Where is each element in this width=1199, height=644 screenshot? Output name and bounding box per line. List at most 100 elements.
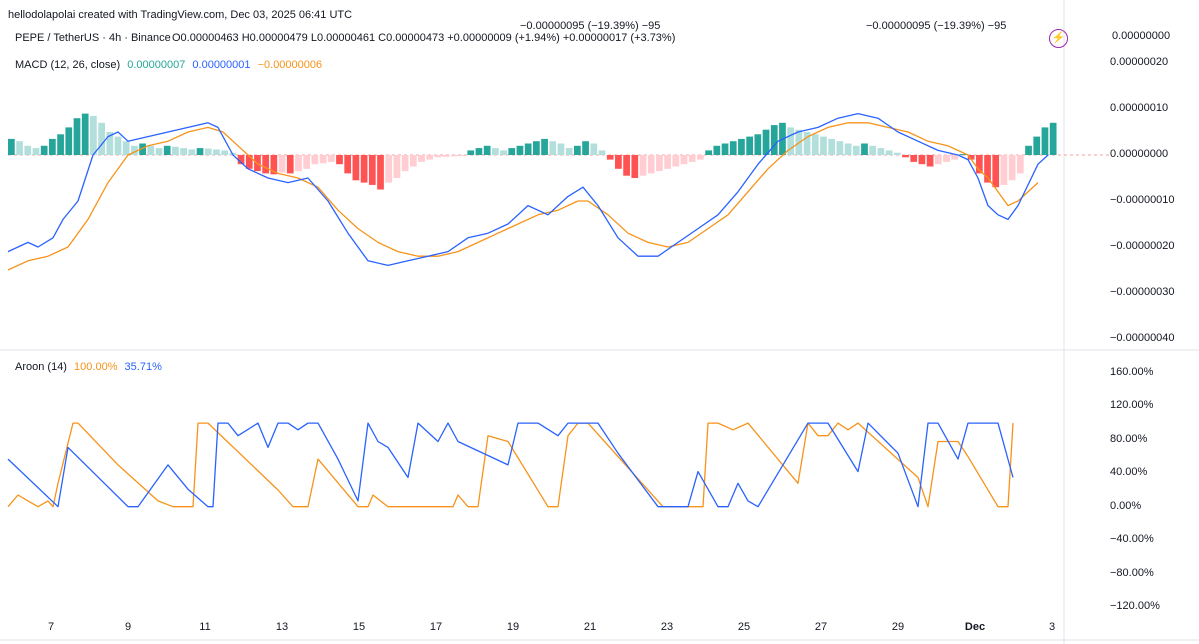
histogram-bar (934, 155, 942, 165)
histogram-bar (155, 148, 163, 155)
histogram-bar (713, 145, 721, 155)
macd-legend[interactable]: MACD (12, 26, close) 0.00000007 0.000000… (15, 59, 322, 72)
histogram-bar (188, 149, 196, 155)
histogram-bar (327, 155, 335, 162)
aroon-legend[interactable]: Aroon (14) 100.00% 35.71% (15, 361, 162, 374)
histogram-bar (1008, 155, 1016, 181)
histogram-bar (984, 155, 991, 183)
histogram-bar (237, 155, 245, 165)
histogram-bar (172, 146, 179, 155)
histogram-bar (483, 145, 491, 155)
macd-legend-label: MACD (12, 26, close) (15, 59, 121, 71)
histogram-bar (459, 155, 466, 156)
histogram-bar (311, 155, 319, 165)
histogram-bar (820, 136, 827, 155)
date-tick: 29 (891, 621, 905, 633)
aroon-axis-tick: −80.00% (1110, 566, 1154, 579)
histogram-bar (336, 155, 343, 165)
histogram-bar (180, 148, 187, 155)
histogram-bar (639, 155, 647, 176)
histogram-bar (565, 148, 573, 155)
histogram-bar (114, 136, 122, 155)
histogram-bar (762, 129, 770, 155)
symbol-title[interactable]: PEPE / TetherUS · 4h · Binance (15, 32, 171, 44)
aroon-down-value: 35.71% (124, 361, 162, 373)
macd-histogram (8, 113, 1057, 190)
macd-axis-tick: 0.00000010 (1110, 102, 1169, 114)
histogram-bar (377, 155, 384, 190)
aroon-legend-label: Aroon (14) (15, 361, 67, 373)
histogram-bar (582, 141, 589, 155)
histogram-bar (910, 155, 918, 162)
overlay-left: −0.00000095 (−19.39%) −95 (520, 20, 661, 32)
histogram-bar (680, 155, 688, 165)
histogram-bar (65, 127, 73, 155)
histogram-bar (606, 155, 614, 160)
macd-signal-value: −0.00000006 (257, 59, 323, 71)
histogram-bar (754, 134, 762, 155)
histogram-bar (1000, 155, 1008, 185)
histogram-bar (500, 150, 507, 155)
histogram-bar (385, 155, 393, 183)
histogram-bar (869, 145, 877, 155)
aroon-lines (7, 422, 1014, 508)
histogram-bar (918, 155, 926, 165)
lightning-icon[interactable]: ⚡ (1049, 29, 1068, 48)
macd-line-value: 0.00000001 (192, 59, 251, 71)
histogram-bar (861, 143, 868, 155)
histogram-bar (467, 150, 475, 155)
histogram-bar (951, 155, 959, 160)
histogram-bar (729, 141, 737, 155)
date-tick: 15 (352, 621, 366, 633)
histogram-bar (967, 155, 975, 160)
aroon-up-value: 100.00% (74, 361, 118, 373)
histogram-bar (360, 155, 368, 183)
aroon-axis-tick: 120.00% (1110, 399, 1154, 412)
macd-signal-line (7, 122, 1039, 271)
histogram-bar (598, 150, 606, 155)
histogram-bar (245, 155, 253, 169)
date-tick: 25 (737, 621, 751, 633)
date-tick: 9 (124, 621, 132, 633)
macd-line (7, 112, 1049, 267)
histogram-bar (721, 143, 729, 155)
histogram-bar (1041, 127, 1049, 155)
histogram-bar (852, 145, 860, 155)
date-tick: Dec (964, 621, 986, 633)
histogram-bar (1016, 155, 1024, 174)
histogram-bar (615, 155, 622, 169)
aroon-axis-tick: 160.00% (1110, 366, 1154, 378)
histogram-bar (131, 145, 138, 155)
histogram-bar (738, 138, 745, 155)
histogram-bar (286, 155, 294, 174)
histogram-bar (49, 138, 56, 155)
histogram-bar (213, 149, 220, 155)
date-tick: 27 (814, 621, 828, 633)
histogram-bar (196, 148, 204, 155)
histogram-bar (40, 145, 48, 155)
histogram-bar (885, 150, 893, 155)
macd-axis-tick: −0.00000030 (1110, 286, 1175, 298)
macd-axis-tick: −0.00000040 (1110, 332, 1175, 344)
aroon-axis-tick: 80.00% (1110, 432, 1148, 445)
histogram-bar (975, 155, 983, 174)
histogram-bar (491, 148, 499, 155)
histogram-bar (902, 155, 909, 158)
histogram-bar (401, 155, 409, 172)
histogram-bar (221, 150, 229, 155)
histogram-bar (959, 154, 967, 156)
histogram-bar (475, 148, 483, 155)
macd-axis-tick: −0.00000010 (1110, 194, 1175, 206)
histogram-bar (278, 155, 286, 173)
histogram-bar (147, 145, 155, 155)
histogram-bar (81, 113, 89, 155)
histogram-bar (8, 138, 15, 155)
aroon-axis-tick: −40.00% (1110, 533, 1154, 546)
histogram-bar (811, 134, 819, 155)
histogram-bar (705, 150, 712, 155)
histogram-bar (623, 155, 630, 176)
histogram-bar (1033, 136, 1041, 155)
overlay-right: −0.00000095 (−19.39%) −95 (866, 20, 1007, 32)
